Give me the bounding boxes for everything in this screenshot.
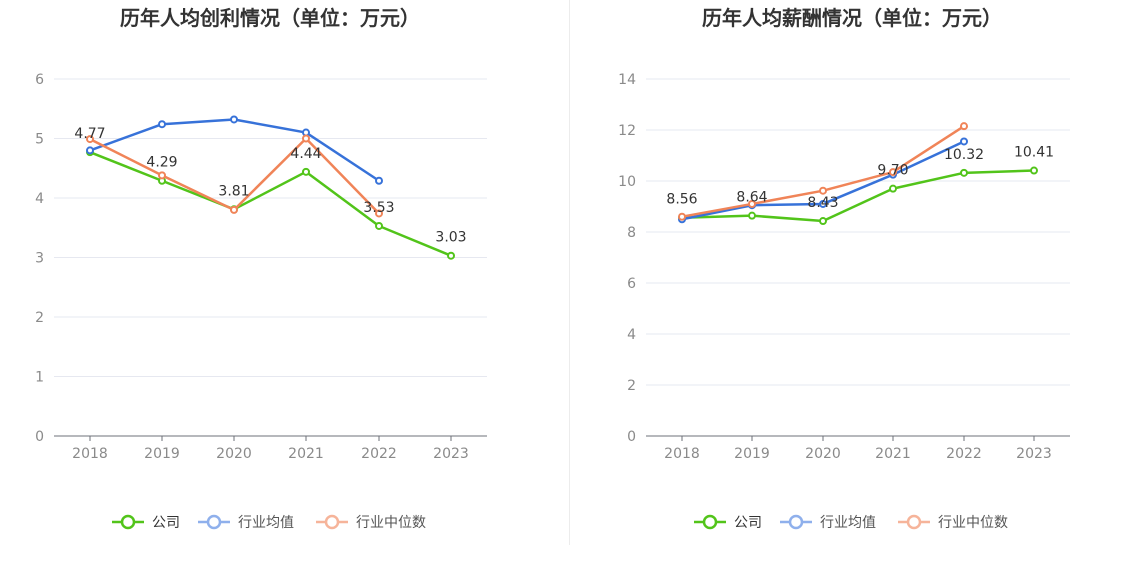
data-point-series-0 <box>748 211 756 220</box>
y-tick-label: 0 <box>627 429 636 445</box>
data-point-series-2 <box>960 122 968 131</box>
y-tick-label: 4 <box>627 327 636 343</box>
data-point-series-2 <box>678 212 686 221</box>
panel-divider <box>569 0 570 545</box>
legend-item-1: 行业均值 <box>198 514 294 531</box>
data-point-series-0 <box>375 221 383 230</box>
legend-item-0: 公司 <box>694 514 762 531</box>
y-tick-label: 5 <box>35 132 44 148</box>
y-tick-label: 4 <box>35 191 44 207</box>
data-point-series-1 <box>960 137 968 146</box>
data-point-series-2 <box>158 171 166 180</box>
data-point-series-1 <box>819 199 827 208</box>
legend-label: 行业均值 <box>820 515 876 531</box>
data-point-series-0 <box>819 217 827 226</box>
y-tick-label: 14 <box>618 72 636 88</box>
data-point-series-2 <box>748 199 756 208</box>
legend-item-2: 行业中位数 <box>316 514 426 531</box>
x-tick-label: 2018 <box>72 446 108 462</box>
chart-title: 历年人均薪酬情况（单位：万元） <box>702 6 1002 30</box>
legend-label: 行业中位数 <box>938 515 1008 531</box>
data-point-series-2 <box>86 135 94 144</box>
profit-per-capita-panel: 历年人均创利情况（单位：万元） 0 1 2 3 4 5 6 2018 2019 2020 2021 20… <box>0 0 569 582</box>
data-label: 4.29 <box>146 155 177 171</box>
data-label: 9.70 <box>877 163 908 179</box>
y-tick-label: 6 <box>35 72 44 88</box>
x-tick-label: 2021 <box>288 446 324 462</box>
data-point-series-0 <box>960 168 968 177</box>
x-tick-label: 2020 <box>805 446 841 462</box>
salary-per-capita-chart: 历年人均薪酬情况（单位：万元） 0 2 4 6 8 10 12 14 2018 2019 2020 20… <box>618 6 1070 531</box>
legend-label: 行业均值 <box>238 515 294 531</box>
data-label: 3.03 <box>435 230 466 246</box>
legend-marker-icon <box>702 514 718 530</box>
data-point-series-1 <box>86 146 94 155</box>
data-label: 8.56 <box>666 192 697 208</box>
legend-marker-icon <box>906 514 922 530</box>
chart-title: 历年人均创利情况（单位：万元） <box>120 6 420 30</box>
data-point-series-2 <box>819 186 827 195</box>
data-point-series-0 <box>1030 166 1038 175</box>
legend-label: 公司 <box>152 515 180 531</box>
x-tick-label: 2019 <box>144 446 180 462</box>
x-tick-label: 2022 <box>946 446 982 462</box>
legend-marker-icon <box>120 514 136 530</box>
series-line-0 <box>89 151 452 257</box>
data-point-series-0 <box>302 167 310 176</box>
legend-marker-icon <box>206 514 222 530</box>
legend-marker-icon <box>324 514 340 530</box>
x-tick-label: 2022 <box>361 446 397 462</box>
data-point-series-1 <box>230 115 238 124</box>
data-point-series-2 <box>302 134 310 143</box>
y-tick-label: 2 <box>627 378 636 394</box>
data-label: 8.43 <box>807 195 838 211</box>
data-label: 10.32 <box>944 147 984 163</box>
legend-item-1: 行业均值 <box>780 514 876 531</box>
data-point-series-1 <box>375 176 383 185</box>
salary-per-capita-panel: 历年人均薪酬情况（单位：万元） 0 2 4 6 8 10 12 14 2018 2019 2020 20… <box>570 0 1134 582</box>
data-point-series-0 <box>889 184 897 193</box>
data-point-series-2 <box>375 209 383 218</box>
y-tick-label: 12 <box>618 123 636 139</box>
data-label: 10.41 <box>1014 145 1054 161</box>
data-point-series-2 <box>230 205 238 214</box>
legend-item-2: 行业中位数 <box>898 514 1008 531</box>
x-tick-label: 2020 <box>216 446 252 462</box>
y-tick-label: 3 <box>35 251 44 267</box>
data-label: 3.81 <box>218 183 249 199</box>
series-line-2 <box>89 137 380 215</box>
data-label: 8.64 <box>736 190 767 206</box>
x-tick-label: 2019 <box>734 446 770 462</box>
x-tick-label: 2023 <box>1016 446 1052 462</box>
data-point-series-2 <box>889 168 897 177</box>
legend-marker-icon <box>788 514 804 530</box>
legend-item-0: 公司 <box>112 514 180 531</box>
x-tick-label: 2018 <box>664 446 700 462</box>
data-point-series-0 <box>447 251 455 260</box>
legend-label: 行业中位数 <box>356 515 426 531</box>
x-tick-label: 2021 <box>875 446 911 462</box>
data-label: 3.53 <box>363 200 394 216</box>
legend-label: 公司 <box>734 515 762 531</box>
y-tick-label: 0 <box>35 429 44 445</box>
y-tick-label: 10 <box>618 174 636 190</box>
data-point-series-1 <box>158 120 166 129</box>
series-line-1 <box>89 118 380 182</box>
data-label: 4.77 <box>74 126 105 142</box>
profit-per-capita-chart: 历年人均创利情况（单位：万元） 0 1 2 3 4 5 6 2018 2019 2020 2021 20… <box>35 6 487 531</box>
data-label: 4.44 <box>290 146 321 162</box>
y-tick-label: 1 <box>35 370 44 386</box>
y-tick-label: 6 <box>627 276 636 292</box>
y-tick-label: 2 <box>35 310 44 326</box>
y-tick-label: 8 <box>627 225 636 241</box>
series-line-0 <box>681 169 1035 223</box>
x-tick-label: 2023 <box>433 446 469 462</box>
